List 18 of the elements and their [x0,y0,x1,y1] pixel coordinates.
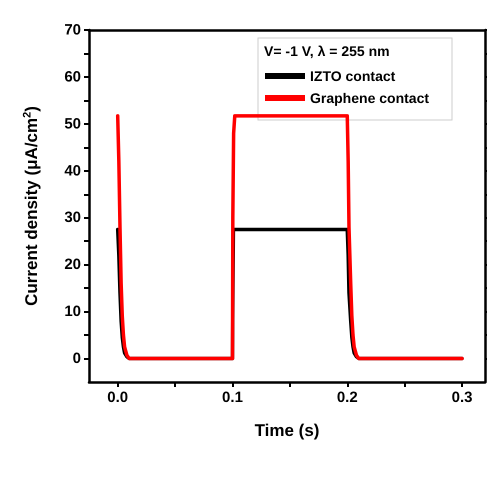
y-tick-label: 40 [64,162,81,180]
x-tick-label: 0.0 [107,389,128,406]
y-axis-title: Current density (μA/cm2) [22,106,41,306]
x-tick-label: 0.1 [222,389,243,406]
x-tick-label: 0.2 [336,389,358,406]
legend-label: Graphene contact [310,90,430,106]
y-tick-label: 50 [64,115,81,132]
y-tick-label: 10 [64,303,81,320]
y-tick-label: 30 [64,209,81,226]
y-tick-label: 60 [64,68,81,86]
x-tick-label: 0.3 [452,389,472,406]
x-axis-title: Time (s) [254,421,320,440]
y-tick-label: 70 [64,22,81,38]
line-series [116,114,464,360]
legend-title: V= -1 V, λ = 255 nm [264,43,390,59]
y-tick-label: 0 [72,350,81,368]
legend-label: IZTO contact [310,68,396,84]
y-tick-label: 20 [64,256,81,274]
